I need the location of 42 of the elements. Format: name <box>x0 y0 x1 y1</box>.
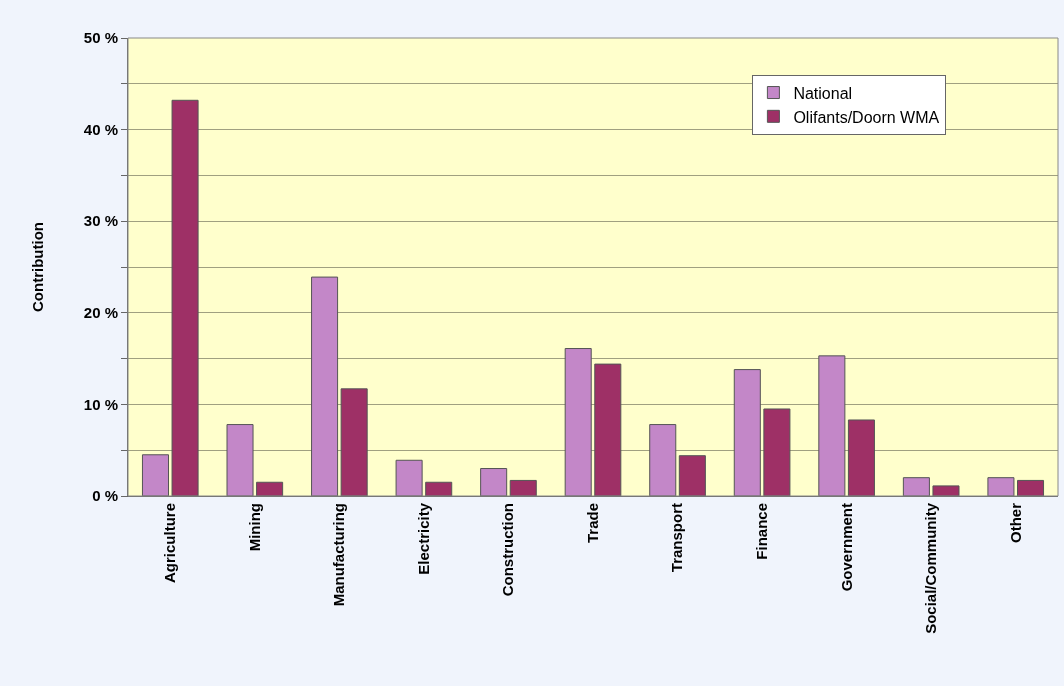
bar <box>480 468 508 496</box>
bar <box>171 99 199 496</box>
bar <box>340 388 368 496</box>
bar <box>141 454 169 496</box>
bar <box>649 424 677 496</box>
y-tick-label: 40 % <box>83 120 118 138</box>
legend-label: Olifants/Doorn WMA <box>793 108 940 126</box>
bar <box>902 477 930 496</box>
bar <box>395 459 423 496</box>
x-tick-label: Construction <box>499 503 517 597</box>
y-tick-label: 10 % <box>83 395 118 413</box>
x-tick-label: Other <box>1006 502 1024 544</box>
bar <box>1017 479 1045 496</box>
bar <box>987 477 1015 496</box>
bar <box>847 419 875 496</box>
x-tick-label: Transport <box>668 503 686 573</box>
bar <box>763 408 791 496</box>
y-tick-label: 30 % <box>83 212 118 230</box>
bar <box>733 369 761 496</box>
y-tick-label: 20 % <box>83 304 118 322</box>
x-tick-label: Manufacturing <box>330 503 348 607</box>
x-tick-label: Agriculture <box>161 503 179 584</box>
y-tick-label: 0 % <box>92 487 118 505</box>
bar <box>594 363 622 496</box>
bar <box>425 481 453 496</box>
x-tick-label: Government <box>837 503 855 592</box>
bar <box>818 355 846 496</box>
x-tick-label: Electricity <box>414 502 432 575</box>
x-tick-label: Trade <box>583 503 601 544</box>
bar <box>226 424 254 496</box>
bar <box>256 481 284 496</box>
y-axis-title: Contribution <box>29 222 47 312</box>
legend-label: National <box>793 84 853 102</box>
bar <box>311 276 339 496</box>
x-tick-label: Social/Community <box>922 502 940 634</box>
x-tick-label: Finance <box>752 503 770 560</box>
bar <box>509 479 537 496</box>
bar <box>564 348 592 496</box>
y-tick-label: 50 % <box>83 29 118 47</box>
bar <box>932 485 960 496</box>
x-tick-label: Mining <box>245 503 263 552</box>
bar <box>678 455 706 496</box>
